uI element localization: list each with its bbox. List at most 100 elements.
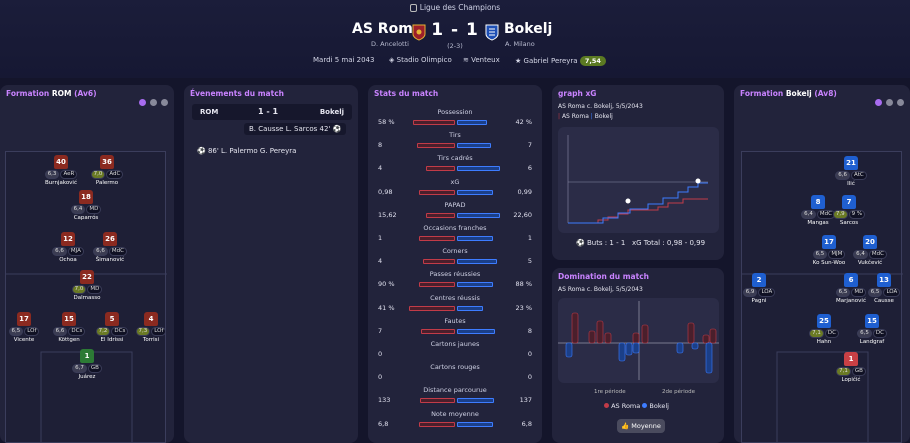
player-position: MJM xyxy=(828,250,846,259)
legend-swatch-away: | xyxy=(590,113,593,120)
stat-away-value: 23 % xyxy=(515,303,532,312)
player-away[interactable]: 8 6,4 MdC Mangas xyxy=(790,195,846,226)
stat-label: Possession xyxy=(437,108,473,116)
page-dot[interactable] xyxy=(150,99,157,106)
panel-pager[interactable] xyxy=(135,91,168,110)
player-home[interactable]: 5 7,2 DCs El Idrissi xyxy=(84,312,140,343)
player-rating: 7,3 xyxy=(135,327,151,336)
domination-bar-away xyxy=(565,342,573,358)
average-button[interactable]: 👍 Moyenne xyxy=(617,419,665,433)
player-away[interactable]: 7 7,9 9 % Sarcos xyxy=(821,195,877,226)
player-away[interactable]: 20 6,4 MdC Vukčević xyxy=(842,235,898,266)
player-home[interactable]: 12 6,6 MJA Ochoa xyxy=(40,232,96,263)
stat-home-value: 4 xyxy=(378,164,383,173)
shirt-icon: 8 xyxy=(811,195,825,209)
ball-icon: ⚽ xyxy=(197,147,206,155)
shirt-icon: 2 xyxy=(752,273,766,287)
stat-away-value: 88 % xyxy=(515,280,532,289)
player-name: Causse xyxy=(874,298,894,304)
player-position: MdC xyxy=(868,250,887,259)
player-info: 6,4 MD xyxy=(58,205,114,214)
stat-bar-home xyxy=(413,120,455,125)
shirt-icon: 36 xyxy=(100,155,114,169)
away-team-name[interactable]: Bokelj xyxy=(504,21,553,37)
player-home[interactable]: 22 7,0 MD Dalmasso xyxy=(59,270,115,301)
domination-bar-home xyxy=(604,332,612,344)
player-away[interactable]: 1 7,1 GB Lopičić xyxy=(823,352,879,383)
player-away[interactable]: 13 6,5 LOA Causse xyxy=(856,273,910,304)
stat-label: Fautes xyxy=(444,316,466,325)
stat-bar-home xyxy=(421,328,455,334)
player-info: 7,3 LOf xyxy=(123,327,174,336)
stat-bar-home xyxy=(419,189,455,195)
player-home[interactable]: 18 6,4 MD Caparrós xyxy=(58,190,114,221)
roma-crest-icon xyxy=(412,24,426,41)
player-rating: 6,5 xyxy=(835,288,851,297)
stat-bar-away xyxy=(457,212,500,218)
goal-marker xyxy=(625,198,631,204)
player-name: Marjanović xyxy=(836,298,866,304)
panel-pager[interactable] xyxy=(871,91,904,110)
stat-away-value: 6 xyxy=(527,164,532,173)
player-info: 6,9 LOA xyxy=(734,288,787,297)
domination-panel: Domination du match AS Roma c. Bokelj, 5… xyxy=(552,268,724,443)
player-rating: 7,0 xyxy=(90,170,106,179)
player-rating: 6,6 xyxy=(93,247,108,256)
shirt-icon: 40 xyxy=(54,155,68,169)
page-dot[interactable] xyxy=(875,99,882,106)
player-away[interactable]: 2 6,9 LOA Pagni xyxy=(734,273,787,304)
player-away[interactable]: 6 6,5 MD Marjanović xyxy=(823,273,879,304)
shirt-icon: 1 xyxy=(844,352,858,366)
stat-bar-away xyxy=(457,421,493,427)
player-position: LOA xyxy=(883,288,901,297)
event-goal-home[interactable]: ⚽ 86' L. Palermo G. Pereyra xyxy=(197,147,297,155)
panel-title: Formation Bokelj (Av8) xyxy=(740,89,837,98)
player-home[interactable]: 36 7,0 AdC Palermo xyxy=(79,155,135,186)
shirt-icon: 17 xyxy=(17,312,31,326)
stat-label: Corners xyxy=(442,247,468,256)
player-home[interactable]: 1 6,7 GB Juárez xyxy=(59,349,115,380)
player-position: DC xyxy=(824,329,839,338)
pitch-lines xyxy=(742,273,903,443)
xg-footer: ⚽ Buts : 1 - 1 xG Total : 0,98 - 0,99 xyxy=(576,239,706,247)
player-info: 7,9 9 % xyxy=(821,210,877,219)
player-away[interactable]: 25 7,1 DC Hahn xyxy=(796,314,852,345)
home-team-name[interactable]: AS Roma xyxy=(352,21,423,37)
label-second-half: 2de période xyxy=(662,389,696,395)
player-name: Ochoa xyxy=(59,257,77,263)
page-dot[interactable] xyxy=(139,99,146,106)
xg-legend: | AS Roma | Bokelj xyxy=(558,113,613,120)
player-of-match[interactable]: ★ Gabriel Pereyra 7,54 xyxy=(515,56,606,66)
stat-home-value: 6,8 xyxy=(378,419,389,428)
panel-title: graph xG xyxy=(558,89,597,98)
player-home[interactable]: 40 6,3 AeR Burnjaković xyxy=(33,155,89,186)
stat-label: Centres réussis xyxy=(430,293,480,302)
stats-panel: Stats du match Possession 58 % 42 % Tirs 8 7 T… xyxy=(368,85,542,443)
event-goal-away[interactable]: B. Causse L. Sarcos 42' ⚽ xyxy=(244,123,347,135)
star-icon: ★ xyxy=(515,57,522,65)
player-away[interactable]: 15 6,5 DC Landgraf xyxy=(844,314,900,345)
xg-line-away xyxy=(568,182,708,224)
stat-bar-home xyxy=(423,259,455,265)
player-home[interactable]: 15 6,6 DCs Köttgen xyxy=(41,312,97,343)
page-dot[interactable] xyxy=(886,99,893,106)
stat-away-value: 0 xyxy=(527,350,532,358)
page-dot[interactable] xyxy=(161,99,168,106)
player-away[interactable]: 17 6,5 MJM Ko Sun-Woo xyxy=(801,235,857,266)
player-home[interactable]: 26 6,6 MdC Šimanović xyxy=(82,232,138,263)
page-dot[interactable] xyxy=(897,99,904,106)
player-position: GB xyxy=(87,364,102,373)
stat-home-value: 41 % xyxy=(378,303,395,312)
stat-bar-away xyxy=(457,166,501,172)
events-away: Bokelj xyxy=(319,108,344,116)
player-info: 6,6 MJA xyxy=(40,247,96,256)
player-home[interactable]: 17 6,5 LOf Vicente xyxy=(0,312,52,343)
player-away[interactable]: 21 6,6 AtC Ilić xyxy=(823,156,879,187)
stadium: ◈ Stadio Olimpico xyxy=(389,56,452,64)
stadium-icon: ◈ xyxy=(389,56,395,64)
stat-bar-away xyxy=(457,398,494,404)
stat-home-value: 8 xyxy=(378,141,383,150)
player-home[interactable]: 4 7,3 LOf Torrisi xyxy=(123,312,174,343)
stat-away-value: 0 xyxy=(527,373,532,382)
player-info: 6,7 GB xyxy=(59,364,115,373)
